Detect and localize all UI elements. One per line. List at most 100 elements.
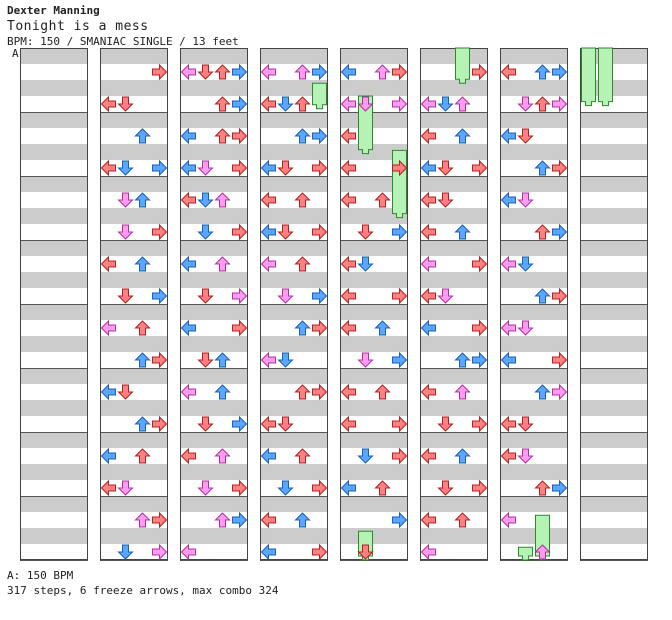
beat-band <box>100 208 168 224</box>
right-arrow <box>232 511 248 529</box>
beat-band <box>340 304 408 320</box>
beat-band <box>580 336 648 352</box>
beat-band <box>580 112 648 128</box>
left-arrow <box>340 479 356 497</box>
right-arrow <box>232 95 248 113</box>
up-arrow <box>134 320 151 336</box>
up-arrow <box>294 320 311 336</box>
up-arrow <box>134 448 151 464</box>
down-arrow <box>117 224 134 240</box>
left-arrow <box>340 383 356 401</box>
beat-band <box>180 496 248 512</box>
left-arrow <box>500 319 516 337</box>
beat-band <box>20 368 88 384</box>
beat-band <box>340 176 408 192</box>
right-arrow <box>392 159 408 177</box>
beat-band <box>500 400 568 416</box>
left-arrow <box>100 447 116 465</box>
up-arrow <box>294 384 311 400</box>
beat-band <box>500 112 568 128</box>
beat-band <box>340 400 408 416</box>
artist-name: Dexter Manning <box>7 4 100 17</box>
right-arrow <box>312 287 328 305</box>
left-arrow <box>260 159 276 177</box>
right-arrow <box>312 159 328 177</box>
up-arrow <box>294 256 311 272</box>
column-border <box>260 48 328 560</box>
right-arrow <box>312 223 328 241</box>
beat-band <box>500 240 568 256</box>
beat-band <box>340 240 408 256</box>
beat-band <box>180 464 248 480</box>
down-arrow <box>517 448 534 464</box>
column-border <box>500 48 568 560</box>
beat-band <box>420 80 488 96</box>
beat-band <box>500 144 568 160</box>
left-arrow <box>420 447 436 465</box>
right-arrow <box>152 63 168 81</box>
left-arrow <box>180 447 196 465</box>
down-arrow <box>117 480 134 496</box>
right-arrow <box>472 319 488 337</box>
left-arrow <box>340 63 356 81</box>
up-arrow <box>134 512 151 528</box>
beat-band <box>340 272 408 288</box>
right-arrow <box>472 415 488 433</box>
up-arrow <box>134 128 151 144</box>
beat-band <box>500 304 568 320</box>
right-arrow <box>472 255 488 273</box>
right-arrow <box>552 159 568 177</box>
right-arrow <box>552 63 568 81</box>
down-arrow <box>357 256 374 272</box>
up-arrow <box>294 64 311 80</box>
beat-band <box>580 208 648 224</box>
up-arrow <box>534 544 551 560</box>
beat-band <box>20 208 88 224</box>
down-arrow <box>277 96 294 112</box>
up-arrow <box>374 384 391 400</box>
right-arrow <box>552 223 568 241</box>
right-arrow <box>392 447 408 465</box>
right-arrow <box>392 63 408 81</box>
left-arrow <box>340 415 356 433</box>
beat-band <box>420 144 488 160</box>
left-arrow <box>420 127 436 145</box>
beat-band <box>420 400 488 416</box>
beat-band <box>580 464 648 480</box>
beat-band <box>260 272 328 288</box>
up-arrow <box>214 512 231 528</box>
beat-band <box>500 464 568 480</box>
beat-band <box>500 176 568 192</box>
beat-band <box>260 176 328 192</box>
left-arrow <box>100 383 116 401</box>
up-arrow <box>214 448 231 464</box>
down-arrow <box>517 320 534 336</box>
beat-band <box>20 304 88 320</box>
beat-band <box>180 112 248 128</box>
beat-band <box>20 496 88 512</box>
beat-band <box>580 272 648 288</box>
left-arrow <box>340 255 356 273</box>
right-arrow <box>232 479 248 497</box>
right-arrow <box>232 127 248 145</box>
beat-band <box>260 304 328 320</box>
right-arrow <box>152 351 168 369</box>
left-arrow <box>260 191 276 209</box>
right-arrow <box>152 415 168 433</box>
right-arrow <box>472 63 488 81</box>
beat-band <box>260 80 328 96</box>
down-arrow <box>357 352 374 368</box>
up-arrow <box>294 128 311 144</box>
beat-band <box>420 496 488 512</box>
beat-band <box>260 144 328 160</box>
beat-band <box>420 432 488 448</box>
beat-band <box>260 48 328 64</box>
up-arrow <box>534 384 551 400</box>
beat-band <box>180 48 248 64</box>
right-arrow <box>392 287 408 305</box>
beat-band <box>500 208 568 224</box>
left-arrow <box>340 95 356 113</box>
down-arrow <box>437 416 454 432</box>
up-arrow <box>374 64 391 80</box>
beat-band <box>20 240 88 256</box>
